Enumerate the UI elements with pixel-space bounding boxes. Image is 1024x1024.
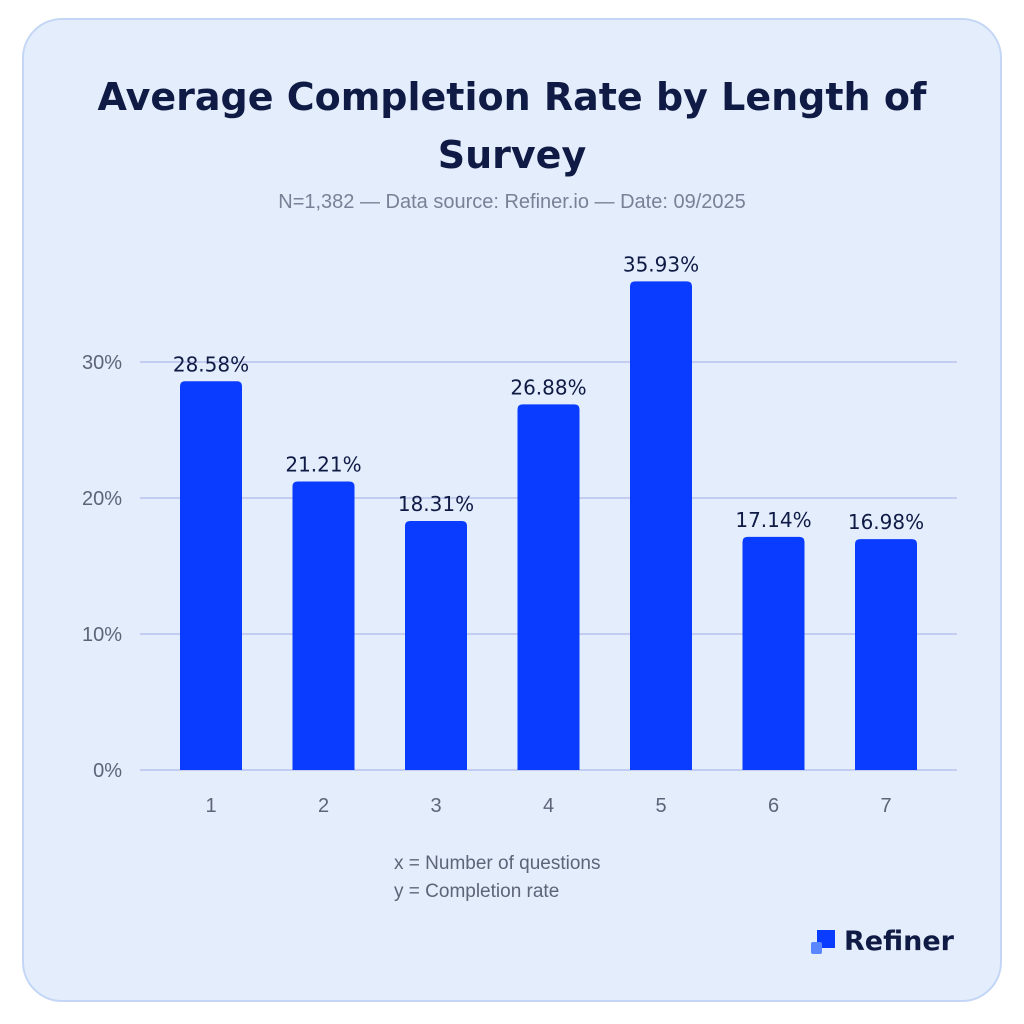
chart-subtitle: N=1,382 — Data source: Refiner.io — Date… xyxy=(278,191,746,213)
refiner-logo-icon xyxy=(811,929,835,954)
data-label: 35.93% xyxy=(623,252,699,276)
data-label: 28.58% xyxy=(173,352,249,376)
data-label: 26.88% xyxy=(510,375,586,399)
bar xyxy=(855,539,917,770)
data-label: 17.14% xyxy=(735,508,811,532)
data-label: 21.21% xyxy=(285,453,361,477)
chart-title: Average Completion Rate by Length of Sur… xyxy=(97,75,927,177)
y-tick-label: 30% xyxy=(82,352,122,374)
x-tick-label: 5 xyxy=(655,795,666,817)
y-tick-label: 10% xyxy=(82,624,122,646)
bar xyxy=(405,520,467,770)
x-legend: x = Number of questions xyxy=(394,853,601,874)
bar xyxy=(180,381,242,770)
bar xyxy=(517,404,580,770)
x-tick-label: 6 xyxy=(768,795,779,817)
y-tick-label: 20% xyxy=(82,488,122,510)
x-tick-label: 2 xyxy=(318,795,329,817)
y-tick-label: 0% xyxy=(93,760,122,782)
data-label: 18.31% xyxy=(398,492,474,516)
logo-text: Refiner xyxy=(844,926,954,957)
x-tick-label: 4 xyxy=(543,795,554,817)
refiner-logo: Refiner xyxy=(810,926,954,957)
bar xyxy=(742,536,805,770)
bar xyxy=(292,481,355,770)
bar xyxy=(630,281,692,770)
y-legend: y = Completion rate xyxy=(394,881,560,902)
x-tick-label: 7 xyxy=(880,795,891,817)
data-label: 16.98% xyxy=(848,510,924,534)
x-tick-label: 1 xyxy=(205,795,216,817)
axis-legend: x = Number of questions y = Completion r… xyxy=(394,850,600,906)
x-tick-label: 3 xyxy=(430,795,441,817)
